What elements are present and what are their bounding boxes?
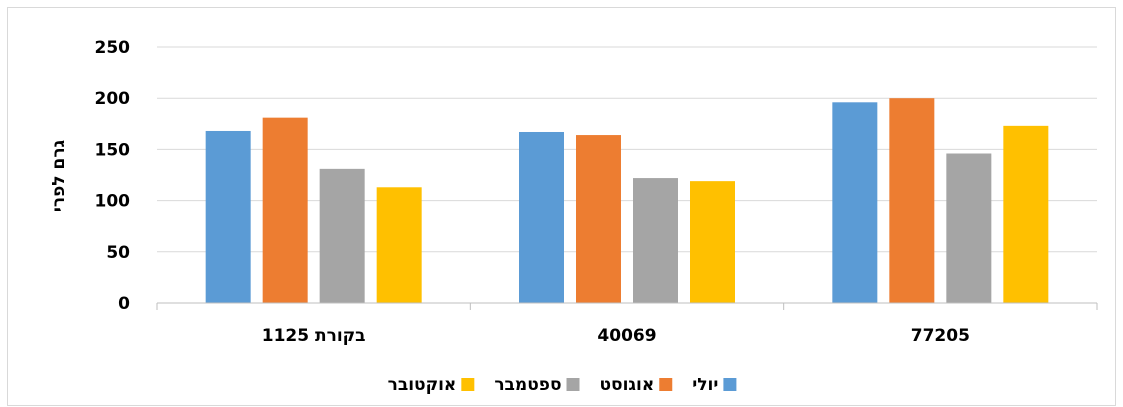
- bar: [633, 178, 678, 303]
- y-tick-label: 100: [95, 192, 131, 212]
- bar: [205, 130, 251, 303]
- legend: יולי אוגוסט ספטמבר אוקטובר: [388, 375, 737, 395]
- bars: [205, 98, 1049, 304]
- legend-label: יולי: [692, 375, 718, 395]
- x-category-label: 40069: [597, 326, 656, 346]
- bar: [319, 168, 365, 303]
- y-tick-label: 250: [95, 38, 131, 58]
- legend-label: אוגוסט: [600, 375, 655, 395]
- y-tick-label: 50: [106, 243, 130, 263]
- x-category-label: 1125 בקורת: [262, 326, 366, 346]
- x-axis: [156, 302, 1098, 310]
- bar: [1003, 125, 1049, 304]
- legend-label: ספטמבר: [494, 375, 561, 395]
- legend-label: אוקטובר: [388, 375, 457, 395]
- bar: [519, 131, 564, 303]
- legend-swatch: [461, 378, 475, 391]
- bar: [576, 135, 621, 303]
- legend-swatch: [566, 378, 580, 391]
- bar: [262, 117, 308, 303]
- gridlines: [157, 46, 1097, 253]
- legend-swatch: [723, 378, 737, 391]
- y-tick-labels: 0 50 100 150 200 250: [95, 38, 131, 314]
- bar: [690, 181, 735, 303]
- legend-swatch: [659, 378, 673, 391]
- y-tick-label: 0: [118, 294, 130, 314]
- category-labels: 1125 בקורת 40069 77205: [262, 326, 970, 346]
- x-category-label: 77205: [911, 326, 970, 346]
- bar: [376, 187, 422, 303]
- bar: [832, 102, 878, 304]
- bar: [946, 153, 992, 303]
- y-tick-label: 200: [95, 89, 131, 109]
- y-axis-title: גרם לפרי: [49, 139, 69, 212]
- bar: [889, 98, 935, 303]
- y-tick-label: 150: [95, 140, 131, 160]
